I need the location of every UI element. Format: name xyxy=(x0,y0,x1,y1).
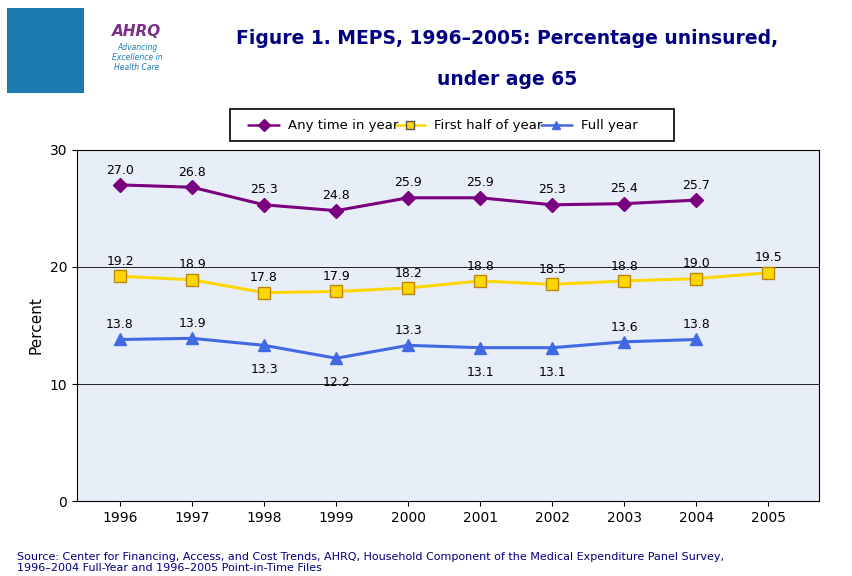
Text: 19.2: 19.2 xyxy=(106,255,134,268)
Text: 27.0: 27.0 xyxy=(106,164,134,177)
Text: First half of year: First half of year xyxy=(434,119,542,132)
Text: 25.4: 25.4 xyxy=(610,182,637,195)
Text: 13.6: 13.6 xyxy=(610,320,637,334)
Text: Figure 1. MEPS, 1996–2005: Percentage uninsured,: Figure 1. MEPS, 1996–2005: Percentage un… xyxy=(236,29,778,47)
Text: 13.1: 13.1 xyxy=(466,366,493,379)
Text: 12.2: 12.2 xyxy=(322,376,349,389)
Text: 19.5: 19.5 xyxy=(754,251,781,264)
Text: 18.8: 18.8 xyxy=(466,260,493,272)
Text: 13.8: 13.8 xyxy=(682,318,710,331)
Text: 18.2: 18.2 xyxy=(394,267,422,279)
Text: 13.3: 13.3 xyxy=(250,363,278,376)
Text: 25.3: 25.3 xyxy=(250,184,278,196)
Text: AHRQ: AHRQ xyxy=(112,24,162,39)
Text: 18.9: 18.9 xyxy=(178,259,205,271)
Text: 25.3: 25.3 xyxy=(538,184,566,196)
Text: Any time in year: Any time in year xyxy=(288,119,398,132)
Text: 13.1: 13.1 xyxy=(538,366,566,379)
Text: 18.5: 18.5 xyxy=(538,263,566,276)
Text: 13.8: 13.8 xyxy=(106,318,134,331)
Y-axis label: Percent: Percent xyxy=(29,297,43,354)
Text: 13.3: 13.3 xyxy=(394,324,422,337)
Text: 25.9: 25.9 xyxy=(466,176,493,190)
Text: Full year: Full year xyxy=(580,119,636,132)
Text: 25.9: 25.9 xyxy=(394,176,422,190)
Text: 18.8: 18.8 xyxy=(610,260,637,272)
Text: Advancing
Excellence in
Health Care: Advancing Excellence in Health Care xyxy=(112,43,162,73)
Text: 17.8: 17.8 xyxy=(250,271,278,285)
Text: 25.7: 25.7 xyxy=(682,179,710,192)
Text: under age 65: under age 65 xyxy=(437,70,577,89)
Text: 17.9: 17.9 xyxy=(322,270,349,283)
Text: 24.8: 24.8 xyxy=(322,190,349,202)
Text: 13.9: 13.9 xyxy=(178,317,205,330)
Bar xyxy=(7,8,83,93)
Text: Source: Center for Financing, Access, and Cost Trends, AHRQ, Household Component: Source: Center for Financing, Access, an… xyxy=(17,552,723,573)
FancyBboxPatch shape xyxy=(230,109,673,141)
Text: 19.0: 19.0 xyxy=(682,257,710,270)
Text: 26.8: 26.8 xyxy=(178,166,205,179)
Bar xyxy=(83,8,190,93)
